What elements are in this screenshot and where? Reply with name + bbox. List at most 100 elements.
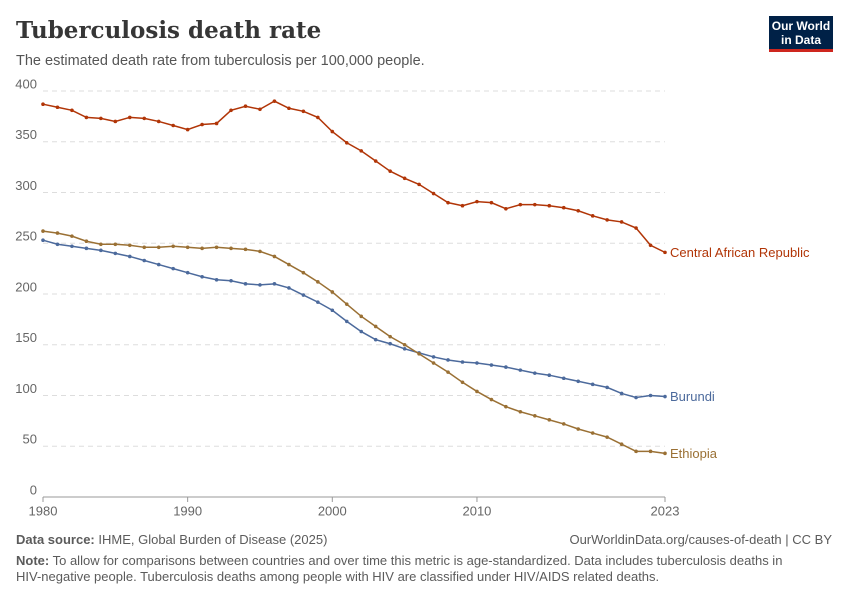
series-label: Central African Republic [670,245,810,260]
logo-text: in Data [780,33,821,47]
data-point [446,358,450,362]
data-point [258,107,262,112]
data-point [156,262,161,267]
data-point [84,239,89,244]
data-point [663,250,667,255]
data-point [272,254,277,259]
data-point [344,319,349,324]
data-point [316,115,320,120]
data-point [200,122,204,127]
data-point [634,449,638,454]
data-point [388,334,392,339]
note-label: Note: [16,553,50,568]
chart-title: Tuberculosis death rate [16,17,321,44]
data-point [200,246,204,251]
data-point [70,108,74,113]
data-point [402,347,407,351]
source-label: Data source: [16,532,95,547]
data-point [55,105,60,110]
data-point [70,244,74,249]
data-point [70,234,74,238]
data-point [127,243,132,248]
data-point [561,205,566,210]
data-point [518,202,523,207]
y-tick-label: 400 [15,76,37,91]
data-point [84,115,89,120]
data-point [316,280,320,284]
data-point [330,290,335,294]
data-point [344,140,349,145]
data-point [229,108,233,113]
data-point [185,127,190,132]
data-point [431,191,436,196]
data-point [99,248,103,253]
y-tick-label: 50 [23,432,37,447]
data-point [475,389,479,394]
data-point [272,282,277,286]
data-point [388,169,392,173]
data-point [402,342,407,347]
data-point [113,251,118,256]
y-tick-label: 0 [30,482,37,497]
data-point [460,360,465,364]
data-point [590,382,595,387]
series-line [42,239,666,399]
logo-text: Our World [771,19,831,33]
y-tick-label: 200 [15,279,37,294]
data-point [489,397,494,402]
data-point [518,368,523,372]
data-point [156,245,161,250]
data-point [373,337,378,342]
data-point [648,449,653,454]
data-point [142,116,147,121]
logo[interactable]: Our World in Data [769,16,833,52]
data-point [504,206,508,211]
data-point [258,283,262,287]
data-point [287,262,291,267]
data-point [359,314,364,319]
data-point [533,371,537,375]
y-tick-label: 100 [15,381,37,396]
x-tick-label: 2000 [318,503,347,518]
data-point [446,200,450,205]
data-point [258,249,262,254]
data-point [316,300,320,304]
data-point [41,238,45,243]
data-point [171,123,175,128]
data-point [127,115,132,120]
data-point [55,231,60,235]
data-point [533,202,537,207]
data-point [518,409,523,414]
data-point [185,270,190,275]
data-point [344,302,349,306]
data-point [287,286,291,290]
data-point [460,203,465,208]
source: Data source: IHME, Global Burden of Dise… [16,532,327,548]
data-point [373,159,378,163]
data-point [330,308,335,313]
data-point [417,182,421,187]
url[interactable]: OurWorldinData.org/causes-of-death | CC … [569,532,832,547]
data-point [619,442,624,447]
data-point [547,203,552,208]
data-point [330,129,335,134]
data-point [373,324,378,329]
data-point [634,226,638,230]
data-point [402,176,407,181]
data-point [561,376,566,381]
x-tick-label: 1990 [173,503,202,518]
y-tick-label: 300 [15,178,37,193]
data-point [648,393,653,398]
series-label: Ethiopia [670,446,718,461]
data-point [171,266,175,271]
data-point [605,435,609,439]
data-point [243,104,248,109]
data-point [359,329,364,334]
data-point [576,427,581,431]
data-point [561,422,566,426]
series-line [42,100,666,254]
data-point [99,116,103,121]
data-point [214,277,219,282]
data-point [41,102,45,106]
data-point [55,242,60,247]
